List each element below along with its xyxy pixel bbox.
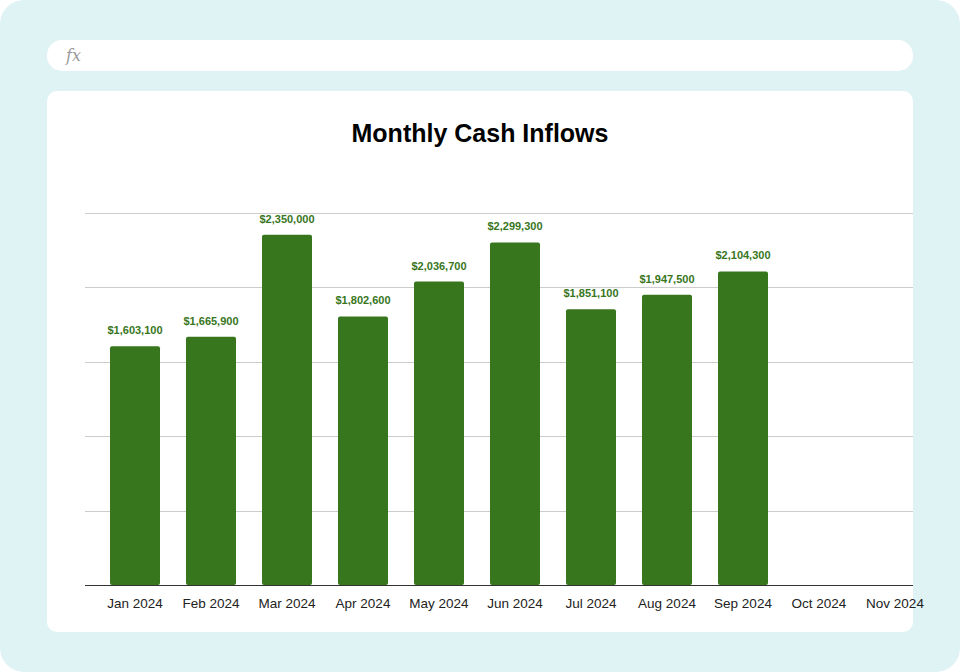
data-label: $2,104,300: [715, 249, 770, 261]
data-label: $2,299,300: [487, 220, 542, 232]
bar: [414, 282, 464, 585]
chart-title: Monthly Cash Inflows: [352, 119, 609, 147]
bar: [642, 295, 692, 585]
x-tick-label: May 2024: [409, 596, 469, 611]
data-label: $1,665,900: [183, 315, 238, 327]
bar: [338, 316, 388, 585]
bar: [490, 242, 540, 585]
bar: [262, 235, 312, 585]
formula-label: fx: [65, 46, 81, 65]
baseline: [85, 585, 913, 586]
data-label: $2,350,000: [259, 213, 314, 225]
bar: [718, 271, 768, 585]
grid-line: [85, 213, 913, 214]
data-labels: $1,603,100 $1,665,900 $2,350,000 $1,802,600…: [107, 213, 770, 336]
x-tick-label: Apr 2024: [336, 596, 391, 611]
data-label: $1,947,500: [639, 273, 694, 285]
data-label: $1,802,600: [335, 294, 390, 306]
bar: [566, 309, 616, 585]
x-tick-label: Feb 2024: [182, 596, 240, 611]
bar: [186, 337, 236, 585]
x-tick-label: Jan 2024: [107, 596, 163, 611]
data-label: $1,851,100: [563, 287, 618, 299]
x-axis-labels: Jan 2024 Feb 2024 Mar 2024 Apr 2024 May 2024…: [107, 596, 924, 611]
x-tick-label: Aug 2024: [638, 596, 696, 611]
formula-bar: [47, 40, 913, 71]
background: [0, 0, 960, 672]
x-tick-label: Nov 2024: [866, 596, 924, 611]
chart-card: [47, 91, 913, 632]
x-tick-label: Sep 2024: [714, 596, 772, 611]
chart-page: fx Monthly Cash Inflows $1,603,100 $1,665,9…: [0, 0, 960, 672]
x-tick-label: Jul 2024: [565, 596, 617, 611]
data-label: $1,603,100: [107, 324, 162, 336]
x-tick-label: Oct 2024: [792, 596, 847, 611]
data-label: $2,036,700: [411, 260, 466, 272]
bars: [110, 235, 768, 585]
x-tick-label: Mar 2024: [258, 596, 316, 611]
x-tick-label: Jun 2024: [487, 596, 543, 611]
bar: [110, 346, 160, 585]
grid: [85, 214, 913, 586]
